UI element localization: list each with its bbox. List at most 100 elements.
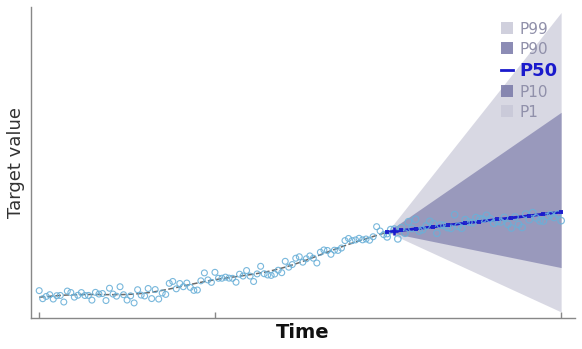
Point [323, 248, 332, 253]
Point [496, 219, 505, 225]
Point [45, 292, 54, 297]
Point [256, 263, 265, 269]
Point [172, 286, 181, 292]
Point [41, 294, 51, 299]
Point [66, 290, 76, 295]
Point [217, 275, 226, 281]
Point [77, 290, 86, 295]
Point [429, 221, 438, 227]
Point [379, 232, 388, 237]
Point [553, 211, 562, 217]
Point [151, 287, 160, 292]
Point [70, 294, 79, 300]
Point [471, 215, 481, 220]
Point [193, 287, 202, 293]
Point [98, 291, 107, 296]
Point [514, 222, 523, 227]
Point [397, 228, 406, 233]
Point [129, 300, 139, 306]
Point [267, 273, 276, 278]
Point [365, 237, 374, 243]
Point [485, 216, 495, 222]
Point [52, 293, 62, 298]
Point [305, 253, 314, 259]
Point [315, 250, 325, 255]
Point [239, 273, 248, 279]
Point [301, 256, 311, 262]
Point [407, 225, 417, 231]
Point [320, 247, 329, 253]
Point [34, 288, 44, 294]
Point [475, 216, 484, 222]
Point [382, 234, 392, 240]
Point [298, 259, 307, 265]
Point [414, 228, 424, 234]
Point [524, 217, 534, 223]
Point [546, 212, 555, 218]
Point [382, 231, 392, 237]
Point [443, 225, 452, 230]
Point [203, 277, 212, 283]
Point [333, 248, 343, 253]
Point [214, 275, 223, 281]
Point [189, 288, 198, 293]
Point [221, 274, 230, 280]
Point [84, 292, 93, 298]
Point [186, 285, 195, 290]
Point [528, 210, 537, 215]
Point [147, 296, 157, 302]
Point [108, 291, 118, 297]
Point [210, 269, 219, 275]
Point [411, 216, 420, 222]
Point [389, 226, 399, 232]
Point [542, 214, 552, 220]
Point [418, 227, 427, 232]
Point [168, 279, 178, 284]
Point [80, 293, 90, 298]
Point [531, 215, 541, 221]
Point [429, 224, 438, 230]
Point [73, 292, 83, 298]
Point [235, 272, 244, 277]
Point [368, 234, 378, 239]
Point [489, 221, 498, 226]
Point [389, 229, 399, 234]
Point [372, 224, 381, 229]
Point [115, 284, 125, 290]
Point [446, 225, 456, 231]
Point [361, 236, 371, 242]
Point [492, 217, 502, 222]
Point [207, 280, 216, 285]
Point [404, 219, 413, 224]
Point [196, 278, 205, 284]
Point [308, 255, 318, 261]
Point [274, 267, 283, 273]
Point [450, 212, 459, 217]
Point [144, 286, 153, 291]
Point [517, 225, 527, 230]
Point [94, 291, 104, 297]
Point [425, 218, 434, 224]
Point [503, 221, 513, 227]
Point [200, 270, 209, 276]
Point [175, 281, 184, 286]
Point [228, 275, 237, 281]
Point [284, 265, 293, 270]
Point [521, 211, 530, 217]
Point [59, 299, 69, 305]
Point [464, 219, 474, 225]
Point [358, 237, 367, 243]
Point [38, 296, 47, 302]
Point [327, 252, 336, 257]
Point [375, 228, 385, 234]
Point [154, 296, 164, 302]
Point [291, 255, 300, 261]
Point [105, 285, 114, 291]
Point [393, 236, 403, 242]
Point [49, 296, 58, 302]
Point [253, 271, 262, 277]
Point [507, 215, 516, 221]
Point [421, 223, 431, 229]
Point [112, 294, 121, 299]
Point [312, 260, 321, 266]
